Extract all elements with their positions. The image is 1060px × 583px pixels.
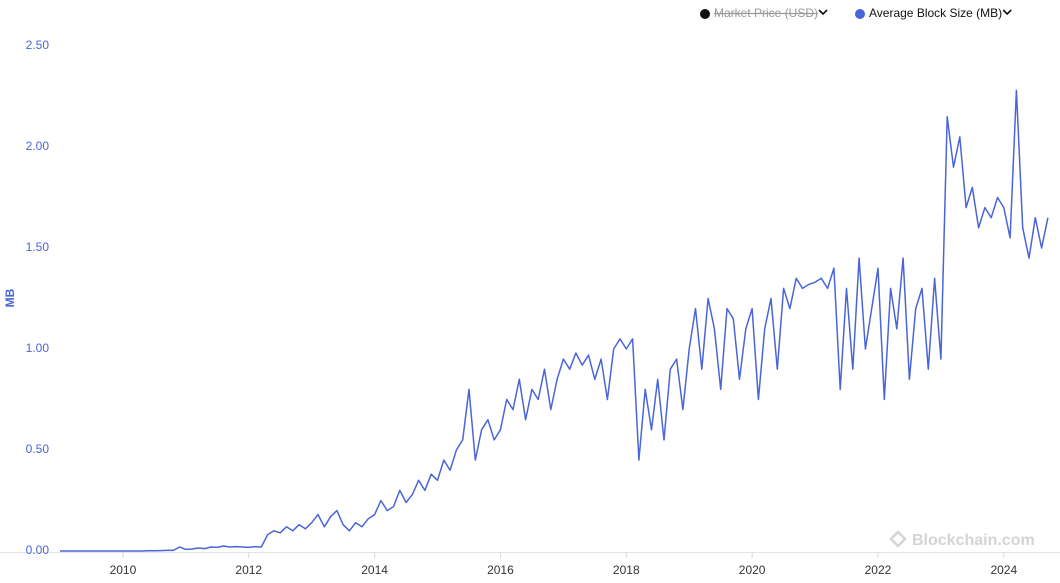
x-tick-label: 2018 [613,563,640,577]
watermark-text: Blockchain.com [912,532,1035,549]
y-tick-label: 0.50 [26,442,50,456]
watermark: Blockchain.com [889,530,1035,549]
x-tick-label: 2016 [487,563,514,577]
legend-chevron [1002,9,1012,16]
y-tick-label: 2.50 [26,38,50,52]
legend-item[interactable]: Market Price (USD) [700,6,828,20]
x-tick-label: 2012 [235,563,262,577]
watermark-icon [889,530,907,548]
x-tick-label: 2020 [739,563,766,577]
y-tick-label: 2.00 [26,139,50,153]
legend: Market Price (USD) Average Block Size (MB… [700,6,1012,20]
legend-dot [855,9,865,19]
legend-item[interactable]: Average Block Size (MB) [855,6,1012,20]
x-tick-label: 2022 [865,563,892,577]
y-tick-label: 1.00 [26,341,50,355]
legend-text: Average Block Size (MB) [869,6,1002,20]
y-tick-label: 0.00 [26,543,50,557]
legend-text: Market Price (USD) [714,6,818,20]
x-tick-label: 2014 [361,563,388,577]
x-tick-label: 2024 [990,563,1017,577]
x-tick-label: 2010 [110,563,137,577]
data-line [60,89,1049,552]
y-tick-label: 1.50 [26,240,50,254]
legend-dot [700,9,710,19]
legend-chevron [818,9,828,16]
y-axis-label: MB [3,288,17,307]
